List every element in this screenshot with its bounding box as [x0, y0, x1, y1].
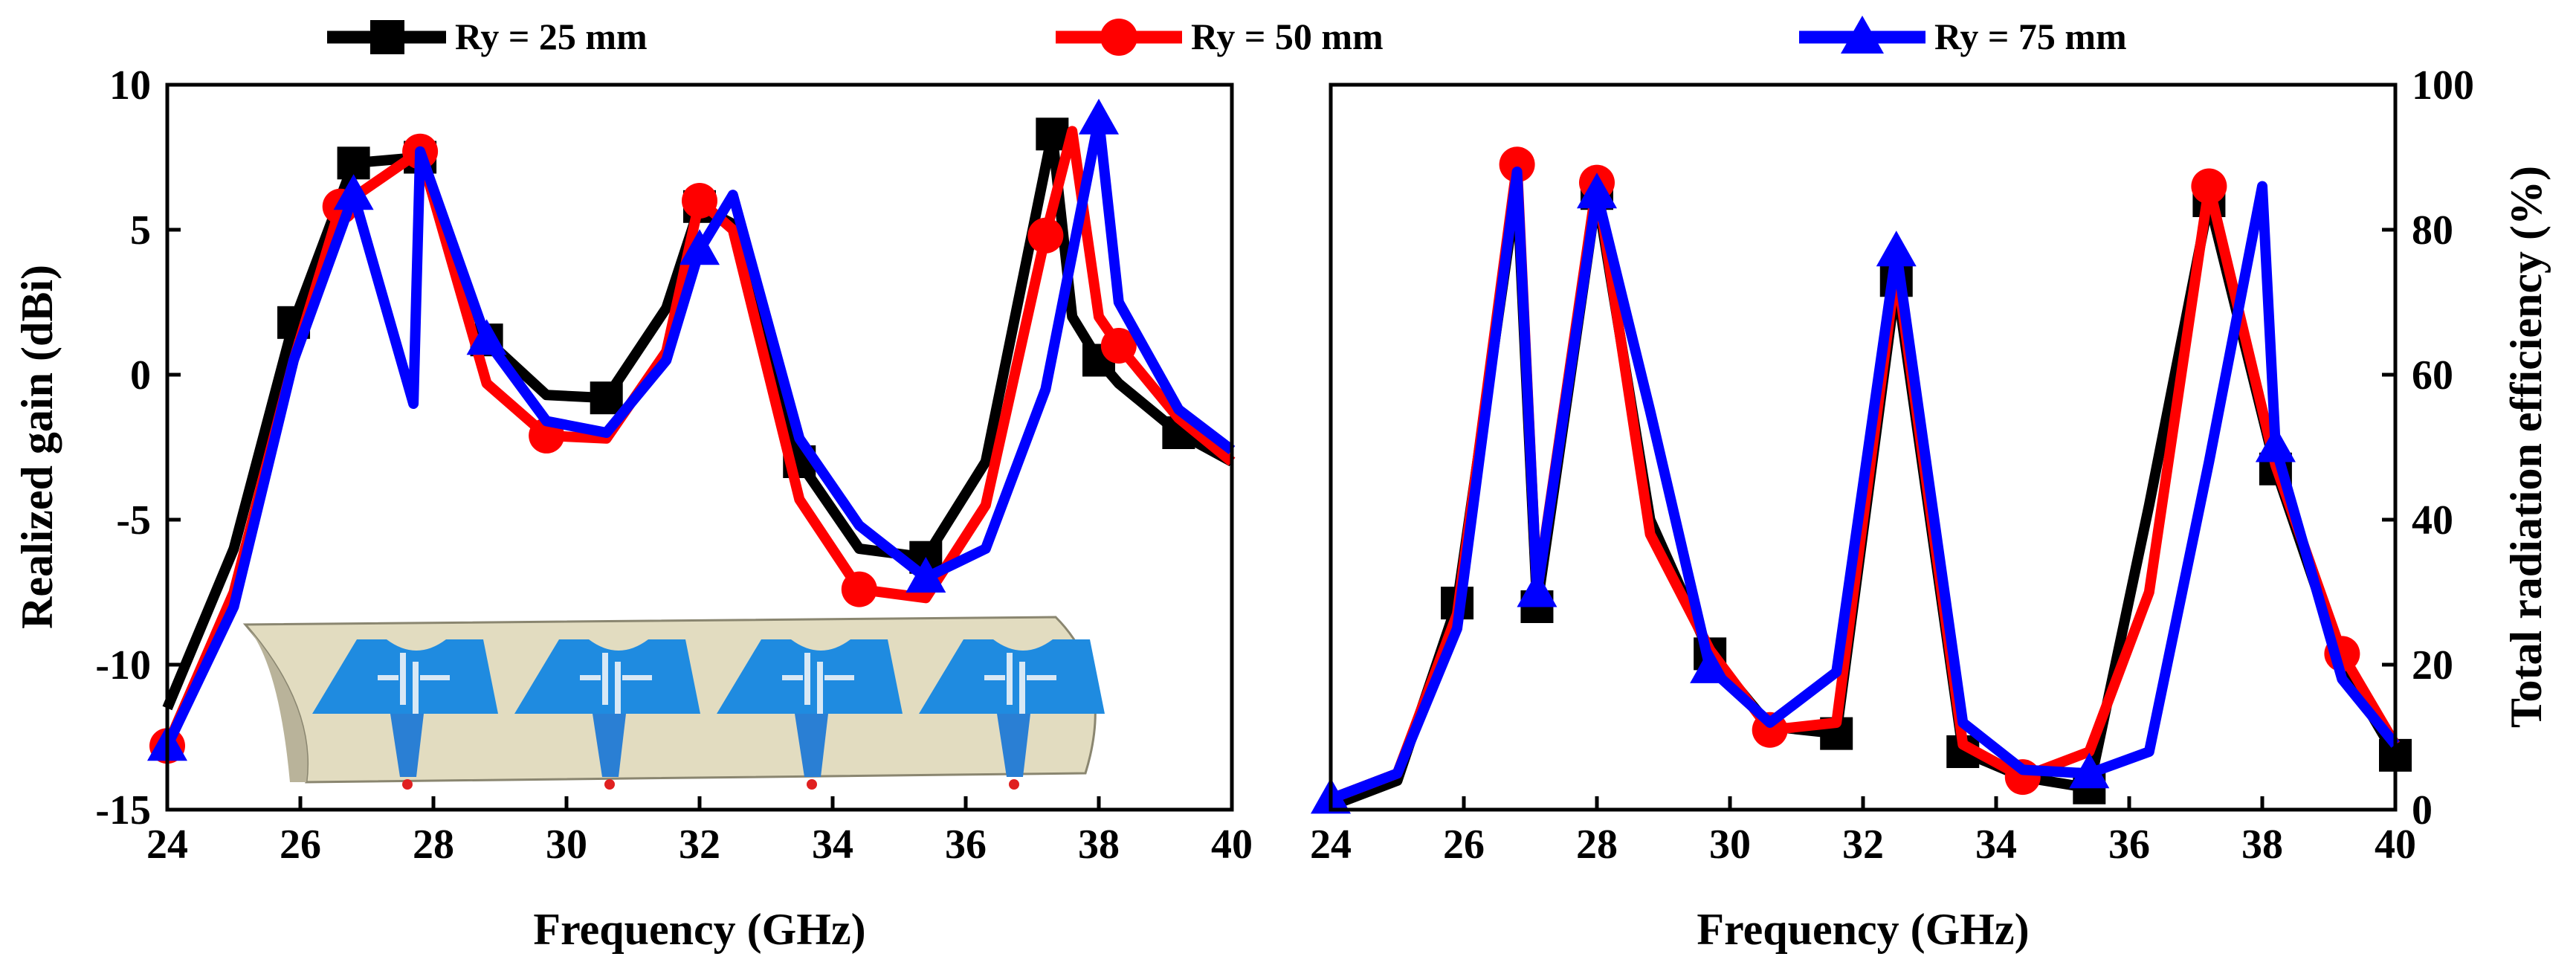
- data-point-marker: [1517, 571, 1557, 607]
- array-inset: [242, 616, 1105, 790]
- y-tick-label: 5: [130, 207, 151, 254]
- x-tick-label: 28: [413, 822, 454, 868]
- legend-square-marker: [370, 20, 404, 54]
- y-tick-label: 0: [2412, 787, 2433, 833]
- efficiency-x-axis-title: Frequency (GHz): [1697, 905, 2029, 954]
- y-tick-label: 10: [109, 62, 151, 109]
- y-tick-label: -15: [95, 787, 151, 833]
- x-tick-label: 26: [1443, 822, 1485, 868]
- x-tick-label: 38: [2241, 822, 2283, 868]
- data-point-marker: [1876, 230, 1917, 267]
- x-tick-label: 30: [546, 822, 587, 868]
- efficiency-y-axis-title: Total radiation efficiency (%): [2502, 166, 2551, 728]
- gain-y-axis-title: Realized gain (dBi): [13, 265, 62, 629]
- x-tick-label: 34: [1975, 822, 2017, 868]
- substrate-edge: [245, 625, 308, 782]
- x-tick-label: 24: [146, 822, 188, 868]
- legend-entry-ry25: Ry = 25 mm: [327, 16, 648, 57]
- data-point-marker: [1079, 98, 1119, 135]
- legend: Ry = 25 mm Ry = 50 mm Ry = 75 mm: [327, 16, 2127, 57]
- data-point-marker: [337, 146, 370, 180]
- data-point-marker: [1499, 146, 1535, 183]
- y-tick-label: 80: [2412, 207, 2453, 254]
- efficiency-plot-frame: [1329, 83, 2398, 812]
- x-tick-label: 34: [812, 822, 853, 868]
- y-tick-label: 0: [130, 352, 151, 399]
- data-point-marker: [1577, 172, 1617, 209]
- antenna-element: [717, 639, 903, 790]
- legend-circle-marker: [1100, 19, 1137, 56]
- data-point-marker: [1027, 217, 1064, 254]
- x-tick-label: 38: [1078, 822, 1120, 868]
- y-tick-label: -10: [95, 642, 151, 688]
- data-point-marker: [682, 183, 717, 219]
- x-tick-label: 28: [1576, 822, 1618, 868]
- efficiency-series-group: [1311, 146, 2412, 814]
- data-point-marker: [2069, 752, 2110, 789]
- gain-axes: 24 26 28 30 32 34 36 38 40 -15 -10 -5 0 5 10: [95, 62, 1253, 868]
- y-tick-label: 20: [2412, 642, 2453, 688]
- series-line-ry50mm: [162, 126, 1236, 748]
- legend-entry-ry50: Ry = 50 mm: [1056, 16, 1384, 57]
- antenna-element: [919, 639, 1105, 790]
- data-point-marker: [466, 319, 507, 355]
- gain-x-axis-title: Frequency (GHz): [533, 905, 865, 954]
- y-tick-label: -5: [116, 497, 151, 543]
- y-tick-label: 60: [2412, 352, 2453, 399]
- data-point-marker: [1036, 117, 1069, 151]
- data-point-marker: [906, 557, 946, 593]
- antenna-element: [312, 639, 498, 790]
- x-tick-label: 30: [1709, 822, 1751, 868]
- legend-triangle-marker: [1841, 16, 1884, 54]
- data-point-marker: [590, 381, 623, 415]
- legend-label-ry75: Ry = 75 mm: [1934, 16, 2127, 57]
- legend-label-ry50: Ry = 50 mm: [1191, 16, 1384, 57]
- data-point-marker: [841, 571, 877, 607]
- y-tick-label: 100: [2412, 62, 2474, 109]
- x-tick-label: 40: [1211, 822, 1253, 868]
- x-tick-label: 26: [280, 822, 321, 868]
- gain-series-group: [147, 98, 1236, 764]
- series-line-ry75mm: [1329, 167, 2400, 804]
- data-point-marker: [2191, 168, 2227, 204]
- x-tick-label: 32: [1842, 822, 1884, 868]
- data-point-marker: [2255, 426, 2296, 462]
- x-tick-label: 36: [2108, 822, 2150, 868]
- x-tick-label: 36: [945, 822, 987, 868]
- x-tick-label: 40: [2375, 822, 2416, 868]
- x-tick-label: 32: [679, 822, 720, 868]
- data-point-marker: [1100, 328, 1137, 364]
- y-tick-label: 40: [2412, 497, 2453, 543]
- legend-entry-ry75: Ry = 75 mm: [1799, 16, 2127, 57]
- data-point-marker: [679, 229, 720, 265]
- gain-chart: 24 26 28 30 32 34 36 38 40 -15 -10 -5 0 5 10 Frequency…: [13, 62, 1253, 954]
- legend-label-ry25: Ry = 25 mm: [455, 16, 648, 57]
- antenna-element: [514, 639, 700, 790]
- x-tick-label: 24: [1310, 822, 1352, 868]
- data-point-marker: [1690, 647, 1731, 683]
- data-point-marker: [333, 174, 374, 210]
